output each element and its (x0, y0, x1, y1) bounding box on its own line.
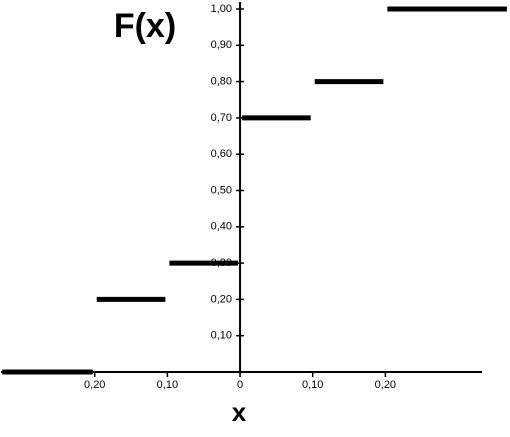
x-tick-label: 0,10 (157, 379, 178, 391)
y-tick-label: 0,10 (211, 330, 232, 342)
y-tick-label: 0,60 (211, 148, 232, 160)
y-tick-label: 1,00 (211, 3, 232, 15)
y-tick-label: 0,80 (211, 76, 232, 88)
y-tick-label: 0,70 (211, 112, 232, 124)
x-tick-label: 0 (237, 379, 243, 391)
x-tick-label: 0,20 (375, 379, 396, 391)
y-tick-label: 0,50 (211, 184, 232, 196)
x-tick-label: 0,20 (84, 379, 105, 391)
x-tick-label: 0,10 (302, 379, 323, 391)
y-tick-label: 0,90 (211, 39, 232, 51)
y-tick-label: 0,20 (211, 293, 232, 305)
y-tick-label: 0,40 (211, 221, 232, 233)
x-axis-label: x (232, 397, 247, 427)
chart-title: F(x) (114, 7, 176, 45)
